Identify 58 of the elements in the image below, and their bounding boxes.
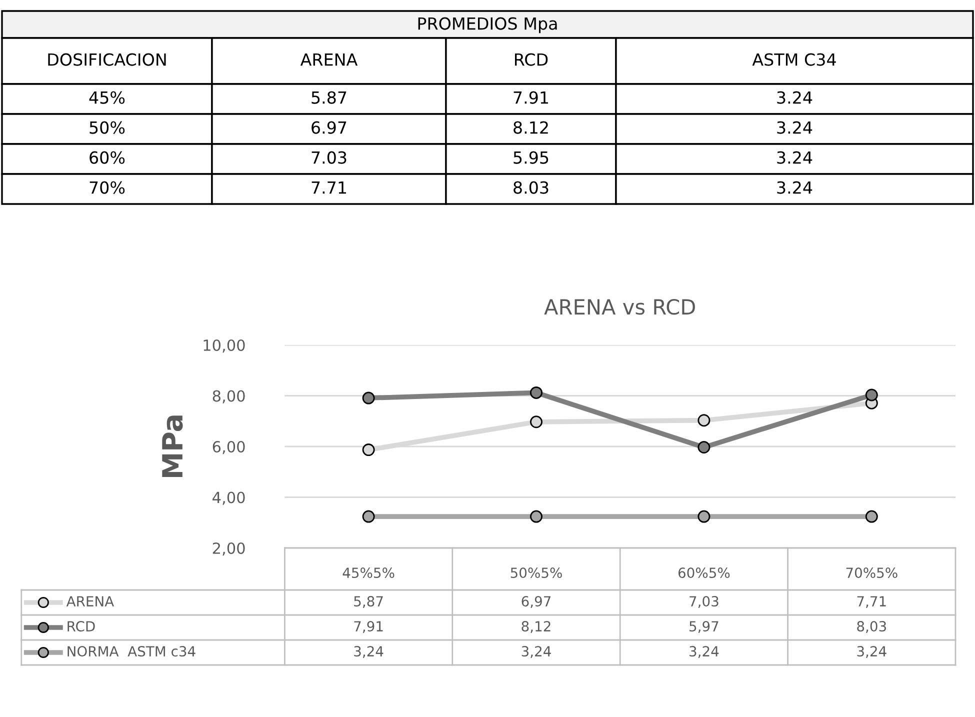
text: 3.24 <box>777 151 812 164</box>
legend-label: RCD <box>68 621 95 632</box>
x-tick-label: 45%5% <box>342 568 394 578</box>
y-axis-title: MPa <box>162 416 183 477</box>
text: 7.71 <box>312 181 346 194</box>
x-tick-label: 60%5% <box>678 568 730 578</box>
text: 8.12 <box>514 121 548 134</box>
legend-label: NORMA ASTM c34 <box>68 646 196 657</box>
data-label: 6,97 <box>522 596 551 608</box>
point <box>530 510 542 523</box>
point <box>698 441 710 454</box>
x-tick-label: 50%5% <box>510 568 562 578</box>
point <box>362 510 375 523</box>
text: 3.24 <box>777 181 812 194</box>
text: 8.03 <box>514 181 548 194</box>
text: 7.91 <box>514 91 548 104</box>
text: 45% <box>89 91 125 104</box>
category-label: ARENA <box>300 53 358 66</box>
point <box>698 510 710 523</box>
data-label: 5,87 <box>354 596 383 608</box>
text: 6.97 <box>312 121 346 134</box>
data-label: 5,97 <box>690 621 718 633</box>
y-tick-label: 6,00 <box>212 440 245 454</box>
data-label: 7,91 <box>354 621 383 633</box>
data-label: 3,24 <box>690 646 719 658</box>
point <box>698 414 710 427</box>
y-tick-label: 10,00 <box>204 339 245 353</box>
y-tick-label: 2,00 <box>212 542 245 556</box>
text: 5.95 <box>514 151 548 164</box>
data-label: 7,03 <box>690 596 718 608</box>
y-tick-label: 4,00 <box>212 492 245 505</box>
point <box>530 386 542 399</box>
category-label: DOSIFICACION <box>48 53 166 66</box>
x-tick-label: 70%5% <box>846 568 898 578</box>
category-label: ASTM C34 <box>752 53 836 66</box>
point <box>865 510 878 523</box>
point <box>865 388 878 402</box>
point <box>362 444 375 456</box>
text: 3.24 <box>777 91 812 104</box>
point <box>530 416 542 428</box>
data-label: 3,24 <box>522 646 551 658</box>
data-label: 8,12 <box>522 621 550 633</box>
data-label: 3,24 <box>354 646 384 658</box>
text: 7.03 <box>312 151 346 164</box>
text: PROMEDIOS Mpa <box>418 17 557 34</box>
point <box>362 392 375 404</box>
category-label: RCD <box>515 53 548 66</box>
text: 70% <box>90 181 125 194</box>
chart-title: ARENA vs RCD <box>544 298 695 315</box>
data-label: 3,24 <box>857 646 886 658</box>
y-tick-label: 8,00 <box>212 390 245 404</box>
text: 50% <box>90 121 125 134</box>
text: 3.24 <box>777 121 812 134</box>
text: 5.87 <box>312 91 346 104</box>
data-label: 7,71 <box>857 596 886 608</box>
data-label: 8,03 <box>857 621 886 633</box>
text: 60% <box>90 151 125 164</box>
legend-label: ARENA <box>66 596 114 606</box>
